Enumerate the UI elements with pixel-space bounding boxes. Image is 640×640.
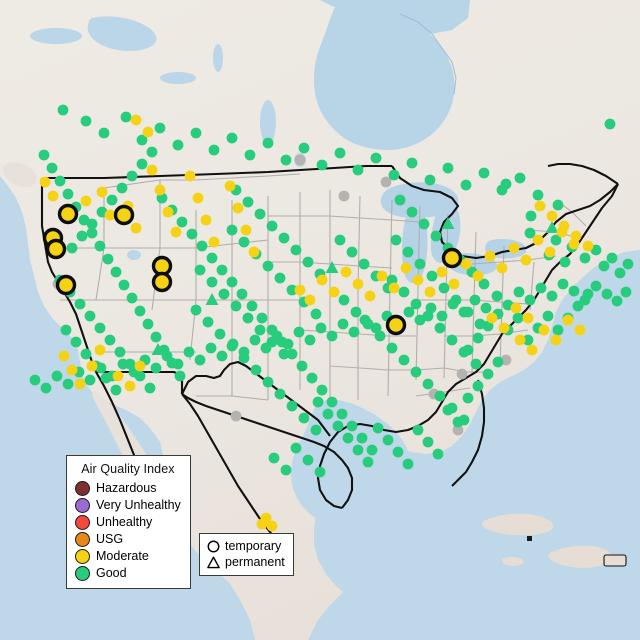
legend-item-moderate[interactable]: Moderate — [75, 548, 181, 565]
unhealthy-swatch-icon — [75, 515, 90, 530]
legend-item-very-unhealthy[interactable]: Very Unhealthy — [75, 497, 181, 514]
triangle-outline-icon — [207, 556, 220, 568]
legend-label-permanent: permanent — [225, 554, 285, 569]
legend-label-unhealthy: Unhealthy — [96, 515, 153, 530]
legend-label-very-unhealthy: Very Unhealthy — [96, 498, 181, 513]
legend-item-temporary[interactable]: temporary — [206, 538, 285, 554]
hazardous-swatch-icon — [75, 481, 90, 496]
legend-item-hazardous[interactable]: Hazardous — [75, 480, 181, 497]
good-swatch-icon — [75, 566, 90, 581]
aqi-legend-title: Air Quality Index — [81, 462, 175, 476]
legend-label-hazardous: Hazardous — [96, 481, 157, 496]
legend-item-unhealthy[interactable]: Unhealthy — [75, 514, 181, 531]
legend-item-good[interactable]: Good — [75, 565, 181, 582]
legend-item-usg[interactable]: USG — [75, 531, 181, 548]
legend-item-permanent[interactable]: permanent — [206, 554, 285, 570]
moderate-swatch-icon — [75, 549, 90, 564]
aqi-legend[interactable]: Air Quality Index Hazardous Very Unhealt… — [66, 455, 191, 589]
usg-swatch-icon — [75, 532, 90, 547]
legend-label-temporary: temporary — [225, 538, 282, 553]
station-type-legend[interactable]: temporary permanent — [199, 533, 294, 576]
legend-label-moderate: Moderate — [96, 549, 149, 564]
legend-label-usg: USG — [96, 532, 124, 547]
legend-label-good: Good — [96, 566, 127, 581]
circle-outline-icon — [207, 540, 220, 552]
very-unhealthy-swatch-icon — [75, 498, 90, 513]
